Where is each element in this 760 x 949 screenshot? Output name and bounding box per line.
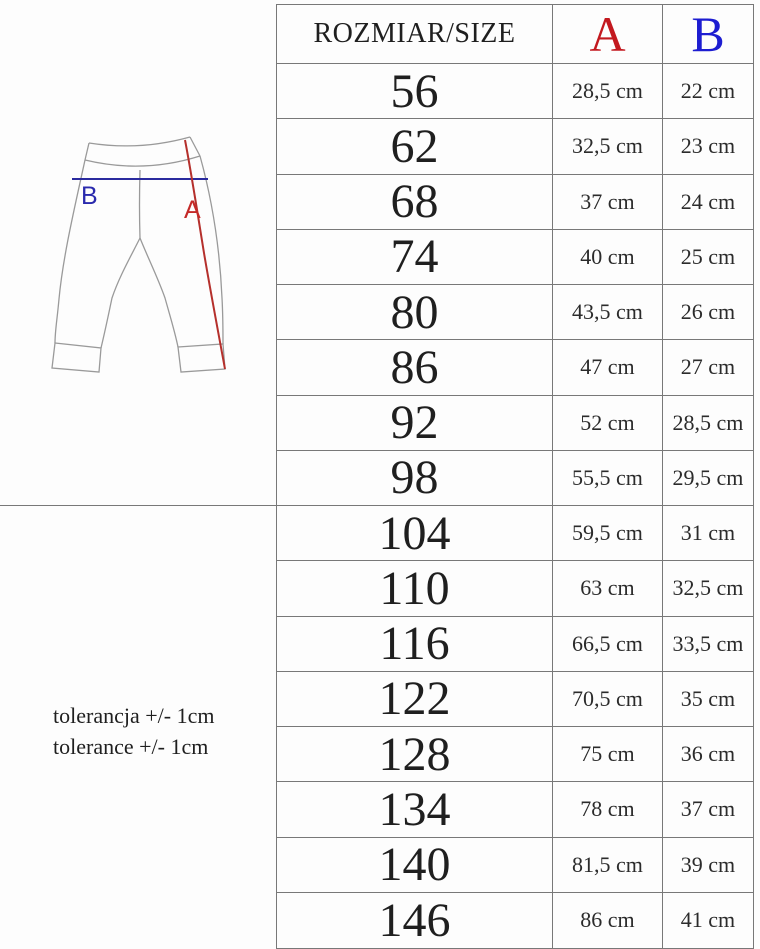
size-cell: 104: [277, 506, 553, 562]
b-value-cell: 36 cm: [663, 727, 753, 783]
a-value-cell: 75 cm: [553, 727, 663, 783]
tolerance-line-pl: tolerancja +/- 1cm: [53, 703, 215, 728]
right-leg-outer-line: [199, 155, 224, 345]
size-cell: 86: [277, 340, 553, 396]
size-cell: 134: [277, 782, 553, 838]
left-leg-inner-line: [100, 237, 141, 349]
col-header-size: ROZMIAR/SIZE: [277, 5, 553, 64]
col-header-b: B: [663, 5, 753, 64]
a-value-cell: 47 cm: [553, 340, 663, 396]
size-cell: 122: [277, 671, 553, 727]
left-cuff: [51, 342, 102, 373]
b-value-cell: 35 cm: [663, 671, 753, 727]
b-value-cell: 28,5 cm: [663, 395, 753, 451]
right-leg-inner-line: [139, 237, 179, 348]
waistband-right-edge: [189, 136, 201, 157]
size-cell: 92: [277, 395, 553, 451]
waistband-left-edge: [84, 142, 90, 161]
size-cell: 68: [277, 174, 553, 230]
b-value-cell: 31 cm: [663, 506, 753, 562]
size-cell: 146: [277, 892, 553, 948]
b-value-cell: 24 cm: [663, 174, 753, 230]
b-value-cell: 23 cm: [663, 119, 753, 175]
size-cell: 140: [277, 837, 553, 893]
size-cell: 74: [277, 229, 553, 285]
a-value-cell: 52 cm: [553, 395, 663, 451]
a-value-cell: 63 cm: [553, 561, 663, 617]
a-value-cell: 43,5 cm: [553, 285, 663, 341]
a-value-cell: 37 cm: [553, 174, 663, 230]
b-value-cell: 25 cm: [663, 229, 753, 285]
a-value-cell: 55,5 cm: [553, 450, 663, 506]
a-value-cell: 32,5 cm: [553, 119, 663, 175]
size-cell: 56: [277, 64, 553, 120]
b-value-cell: 22 cm: [663, 64, 753, 120]
b-value-cell: 29,5 cm: [663, 450, 753, 506]
section-divider-line: [0, 505, 277, 506]
size-cell: 116: [277, 616, 553, 672]
waistband-top-line: [88, 136, 191, 147]
a-value-cell: 59,5 cm: [553, 506, 663, 562]
left-leg-outer-line: [54, 159, 86, 344]
b-value-cell: 27 cm: [663, 340, 753, 396]
b-value-cell: 26 cm: [663, 285, 753, 341]
diagram-label-b: B: [81, 182, 98, 210]
right-cuff: [177, 343, 226, 373]
measurement-line-a: [184, 139, 226, 370]
a-value-cell: 70,5 cm: [553, 671, 663, 727]
tolerance-note: tolerancja +/- 1cm tolerance +/- 1cm: [53, 700, 214, 762]
size-cell: 110: [277, 561, 553, 617]
a-value-cell: 81,5 cm: [553, 837, 663, 893]
pants-diagram: B A: [51, 136, 226, 373]
col-header-a: A: [553, 5, 663, 64]
tolerance-line-en: tolerance +/- 1cm: [53, 734, 209, 759]
a-value-cell: 28,5 cm: [553, 64, 663, 120]
b-value-cell: 39 cm: [663, 837, 753, 893]
b-value-cell: 33,5 cm: [663, 616, 753, 672]
size-cell: 98: [277, 450, 553, 506]
a-value-cell: 40 cm: [553, 229, 663, 285]
a-value-cell: 86 cm: [553, 892, 663, 948]
a-value-cell: 66,5 cm: [553, 616, 663, 672]
a-value-cell: 78 cm: [553, 782, 663, 838]
size-cell: 128: [277, 727, 553, 783]
waistband-bottom-line: [84, 155, 201, 167]
center-seam-line: [138, 169, 141, 239]
size-cell: 62: [277, 119, 553, 175]
b-value-cell: 32,5 cm: [663, 561, 753, 617]
diagram-label-a: A: [184, 196, 201, 224]
b-value-cell: 37 cm: [663, 782, 753, 838]
size-table: ROZMIAR/SIZE A B 56 28,5 cm 22 cm 62 32,5 cm…: [276, 4, 754, 949]
size-cell: 80: [277, 285, 553, 341]
b-value-cell: 41 cm: [663, 892, 753, 948]
